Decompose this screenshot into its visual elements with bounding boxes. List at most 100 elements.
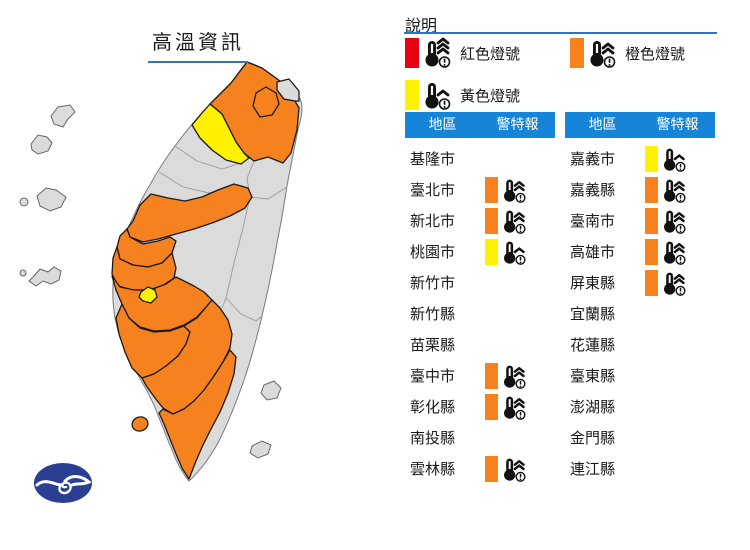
- map-border-hsinchu: [174, 145, 242, 170]
- signal-color-swatch: [485, 238, 498, 265]
- warning-signal: [645, 207, 687, 235]
- page-title: 高溫資訊: [148, 26, 248, 63]
- table-row: 桃園市: [405, 236, 555, 267]
- table-row: 屏東縣: [565, 267, 715, 298]
- table-row: 南投縣: [405, 422, 555, 453]
- map-island-xiaoliuqiu: [131, 416, 149, 432]
- thermometer-icon: [422, 79, 452, 111]
- legend-label: 橙色燈號: [625, 44, 686, 63]
- logo-wave-left: [35, 480, 63, 487]
- signal-color-swatch: [485, 207, 498, 234]
- table-row: 高雄市: [565, 236, 715, 267]
- region-label: 彰化縣: [410, 398, 456, 416]
- map-border-hualien-taitung: [225, 297, 263, 322]
- region-label: 桃園市: [410, 243, 456, 261]
- region-label: 新北市: [410, 212, 456, 230]
- thermometer-icon: [587, 37, 617, 69]
- table-row: 嘉義市: [565, 143, 715, 174]
- legend-item-red: 紅色燈號: [405, 37, 520, 69]
- table-row: 彰化縣: [405, 391, 555, 422]
- map-island-kinmen: [36, 187, 67, 212]
- warning-signal: [485, 207, 527, 235]
- table-row: 宜蘭縣: [565, 298, 715, 329]
- table-row: 新竹縣: [405, 298, 555, 329]
- region-label: 連江縣: [570, 460, 616, 478]
- thermometer-icon: [661, 238, 687, 266]
- region-label: 雲林縣: [410, 460, 456, 478]
- warning-signal: [645, 176, 687, 204]
- map-island-kinmen-islet: [19, 197, 29, 207]
- map-island-orchid-island: [249, 440, 272, 459]
- table-row: 新竹市: [405, 267, 555, 298]
- region-label: 基隆市: [410, 150, 456, 168]
- table-row: 雲林縣: [405, 453, 555, 484]
- region-label: 苗栗縣: [410, 336, 456, 354]
- red-signal-swatch: [405, 38, 419, 68]
- signal-color-swatch: [645, 238, 658, 265]
- table-row: 臺中市: [405, 360, 555, 391]
- thermometer-icon: [501, 455, 527, 483]
- map-county-taichung: [126, 183, 253, 243]
- region-label: 臺南市: [570, 212, 616, 230]
- region-label: 高雄市: [570, 243, 616, 261]
- thermometer-icon: [661, 269, 687, 297]
- legend-heading: 說明: [405, 16, 438, 35]
- region-label: 花蓮縣: [570, 336, 616, 354]
- table-row: 澎湖縣: [565, 391, 715, 422]
- map-border-nantou-hualien: [221, 196, 251, 309]
- column-header-region: 地區: [588, 117, 617, 133]
- region-label: 嘉義縣: [570, 181, 616, 199]
- region-label: 金門縣: [570, 429, 616, 447]
- map-island-penghu-islet: [19, 269, 27, 277]
- table-row: 臺東縣: [565, 360, 715, 391]
- legend-underline: [404, 32, 717, 34]
- region-label: 新竹縣: [410, 305, 456, 323]
- region-label: 臺北市: [410, 181, 456, 199]
- thermometer-icon: [501, 207, 527, 235]
- warning-signal: [645, 145, 687, 173]
- region-label: 臺中市: [410, 367, 456, 385]
- region-label: 澎湖縣: [570, 398, 616, 416]
- table-row: 嘉義縣: [565, 174, 715, 205]
- signal-color-swatch: [645, 176, 658, 203]
- thermometer-icon: [661, 176, 687, 204]
- legend-item-yellow: 黃色燈號: [405, 79, 520, 111]
- thermometer-icon: [501, 362, 527, 390]
- warning-signal: [485, 393, 527, 421]
- table-body: 嘉義市 嘉義縣: [565, 143, 715, 484]
- map-county-taipei: [252, 86, 280, 118]
- legend-label: 紅色燈號: [460, 44, 521, 63]
- legend-label: 黃色燈號: [460, 86, 521, 105]
- table-row: 新北市: [405, 205, 555, 236]
- map-county-keelung: [276, 78, 300, 102]
- thermometer-icon: [661, 207, 687, 235]
- map-county-taoyuan: [191, 103, 250, 165]
- warning-table-left: 地區 警特報 基隆市 臺北市: [405, 112, 555, 484]
- orange-signal-swatch: [570, 38, 584, 68]
- map-county-chiayi-city: [138, 286, 158, 304]
- yellow-signal-swatch: [405, 80, 419, 110]
- thermometer-icon: [501, 238, 527, 266]
- taiwan-warning-map: [19, 61, 303, 482]
- table-row: 金門縣: [565, 422, 715, 453]
- region-label: 屏東縣: [570, 274, 616, 292]
- map-island-matsu-a: [50, 104, 76, 128]
- table-header: 地區 警特報: [565, 112, 715, 138]
- logo-wave-right: [63, 475, 92, 487]
- table-row: 花蓮縣: [565, 329, 715, 360]
- warning-signal: [485, 176, 527, 204]
- table-row: 苗栗縣: [405, 329, 555, 360]
- signal-color-swatch: [645, 207, 658, 234]
- warning-signal: [645, 238, 687, 266]
- warning-signal: [485, 238, 527, 266]
- map-island-green-island: [260, 380, 282, 401]
- warning-signal: [485, 455, 527, 483]
- table-row: 臺南市: [565, 205, 715, 236]
- cwb-logo: [34, 463, 92, 503]
- signal-color-swatch: [485, 362, 498, 389]
- column-header-warning: 警特報: [496, 117, 539, 133]
- thermometer-icon: [422, 37, 452, 69]
- region-label: 嘉義市: [570, 150, 616, 168]
- table-header: 地區 警特報: [405, 112, 555, 138]
- table-row: 基隆市: [405, 143, 555, 174]
